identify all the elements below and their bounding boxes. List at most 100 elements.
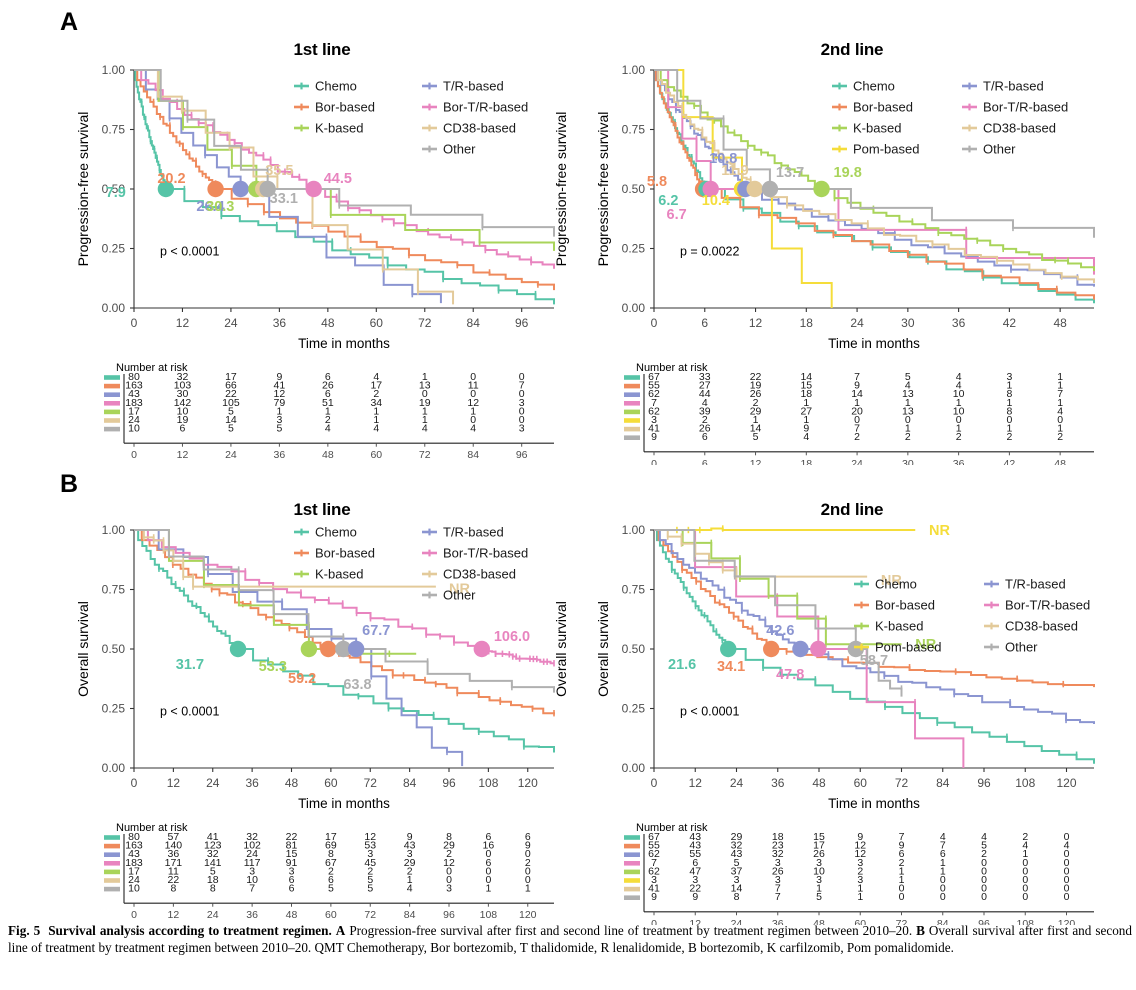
legend-item-bor-t-r-based[interactable]: Bor-T/R-based (422, 546, 528, 561)
risk-value: 33 (699, 371, 711, 383)
legend-item-k-based[interactable]: K-based (854, 619, 923, 634)
legend-item-bor-based[interactable]: Bor-based (294, 546, 375, 561)
svg-text:48: 48 (285, 776, 299, 790)
risk-value: 51 (322, 397, 334, 409)
legend-item-bor-based[interactable]: Bor-based (294, 100, 375, 115)
risk-value: 2 (981, 848, 987, 860)
risk-value: 32 (177, 371, 189, 383)
risk-value: 7 (854, 371, 860, 383)
risk-value: 1 (373, 414, 379, 426)
median-label-other: 63.8 (343, 677, 371, 693)
risk-value: 4 (373, 423, 379, 435)
svg-text:24: 24 (224, 316, 238, 330)
legend-label: Chemo (315, 79, 357, 94)
risk-value: 0 (525, 848, 531, 860)
risk-value: 17 (128, 865, 140, 877)
legend-label: K-based (853, 121, 901, 136)
risk-value: 7 (854, 423, 860, 435)
legend-item-cd38-based[interactable]: CD38-based (422, 121, 516, 136)
median-label-bor-based: 20.2 (157, 171, 185, 187)
risk-value: 7 (775, 891, 781, 903)
legend-item-chemo[interactable]: Chemo (854, 577, 917, 592)
median-label-k-based: 30.3 (206, 199, 234, 215)
risk-value: 5 (228, 423, 234, 435)
risk-value: 8 (734, 891, 740, 903)
legend-item-bor-t-r-based[interactable]: Bor-T/R-based (984, 598, 1090, 613)
legend-item-chemo[interactable]: Chemo (832, 79, 895, 94)
risk-value: 2 (367, 865, 373, 877)
legend-item-chemo[interactable]: Chemo (294, 79, 357, 94)
risk-value: 22 (689, 883, 701, 895)
risk-value: 2 (325, 414, 331, 426)
svg-text:30: 30 (901, 316, 915, 330)
legend-item-k-based[interactable]: K-based (294, 567, 363, 582)
risk-value: 0 (899, 883, 905, 895)
risk-tick-label: 0 (131, 449, 137, 461)
legend-item-other[interactable]: Other (984, 640, 1038, 655)
legend-item-bor-based[interactable]: Bor-based (832, 100, 913, 115)
risk-value: 13 (419, 380, 431, 392)
svg-text:96: 96 (442, 776, 456, 790)
risk-value: 0 (981, 883, 987, 895)
svg-text:72: 72 (364, 776, 378, 790)
risk-value: 8 (1006, 388, 1012, 400)
risk-value: 6 (692, 857, 698, 869)
legend-item-t-r-based[interactable]: T/R-based (962, 79, 1044, 94)
svg-text:0.75: 0.75 (622, 123, 646, 137)
risk-value: 43 (128, 848, 140, 860)
curve-other (134, 69, 555, 237)
legend-label: Chemo (315, 525, 357, 540)
risk-value: 22 (750, 371, 762, 383)
legend-item-cd38-based[interactable]: CD38-based (422, 567, 516, 582)
y-axis-label: Progression-free survival (595, 112, 611, 267)
legend-item-pom-based[interactable]: Pom-based (854, 640, 941, 655)
risk-tick-label: 72 (896, 918, 908, 925)
legend-item-k-based[interactable]: K-based (294, 121, 363, 136)
risk-value: 103 (174, 380, 192, 392)
risk-value: 183 (125, 857, 143, 869)
plot-area-b-2nd: 0.00 0.25 0.50 0.75 1.00 0 12 24 36 48 60 72 84 96 108… (592, 520, 1112, 820)
median-label-other: 58.7 (860, 653, 888, 669)
svg-text:48: 48 (812, 776, 826, 790)
y-axis-label-right: Progression-free survival (553, 112, 569, 267)
legend-item-other[interactable]: Other (422, 588, 476, 603)
risk-table-title: Number at risk (636, 362, 708, 374)
risk-value: 11 (468, 380, 479, 392)
legend-item-cd38-based[interactable]: CD38-based (984, 619, 1078, 634)
median-point-bor-t-r-based (810, 640, 827, 658)
risk-value: 13 (902, 405, 914, 417)
risk-value: 6 (525, 831, 531, 843)
svg-text:36: 36 (245, 776, 259, 790)
legend-item-chemo[interactable]: Chemo (294, 525, 357, 540)
legend-item-cd38-based[interactable]: CD38-based (962, 121, 1056, 136)
svg-text:6: 6 (701, 316, 708, 330)
legend-item-bor-t-r-based[interactable]: Bor-T/R-based (962, 100, 1068, 115)
legend-item-k-based[interactable]: K-based (832, 121, 901, 136)
legend-item-bor-t-r-based[interactable]: Bor-T/R-based (422, 100, 528, 115)
svg-text:60: 60 (324, 776, 338, 790)
survival-curve-b-2nd: 0.00 0.25 0.50 0.75 1.00 0 12 24 36 48 60 72 84 96 108… (595, 523, 1095, 811)
risk-tick-label: 36 (274, 449, 286, 461)
legend-item-t-r-based[interactable]: T/R-based (422, 79, 504, 94)
risk-value: 4 (905, 380, 911, 392)
svg-text:12: 12 (176, 316, 190, 330)
legend-item-t-r-based[interactable]: T/R-based (422, 525, 504, 540)
median-label-bor-t-r-based: 47.8 (776, 667, 804, 683)
median-point-bor-based (207, 180, 224, 198)
risk-value: 1 (422, 371, 428, 383)
risk-value: 0 (519, 414, 525, 426)
risk-value: 1 (899, 865, 905, 877)
legend-item-bor-based[interactable]: Bor-based (854, 598, 935, 613)
median-point-bor-based (763, 640, 780, 658)
legend-item-pom-based[interactable]: Pom-based (832, 142, 919, 157)
risk-tick-label: 120 (1058, 918, 1076, 925)
risk-value: 67 (648, 371, 660, 383)
risk-value: 79 (274, 397, 286, 409)
legend-item-t-r-based[interactable]: T/R-based (984, 577, 1066, 592)
risk-value: 62 (648, 865, 660, 877)
risk-value: 29 (731, 831, 743, 843)
risk-value: 0 (899, 891, 905, 903)
legend-item-other[interactable]: Other (962, 142, 1016, 157)
risk-value: 4 (981, 831, 987, 843)
legend-item-other[interactable]: Other (422, 142, 476, 157)
